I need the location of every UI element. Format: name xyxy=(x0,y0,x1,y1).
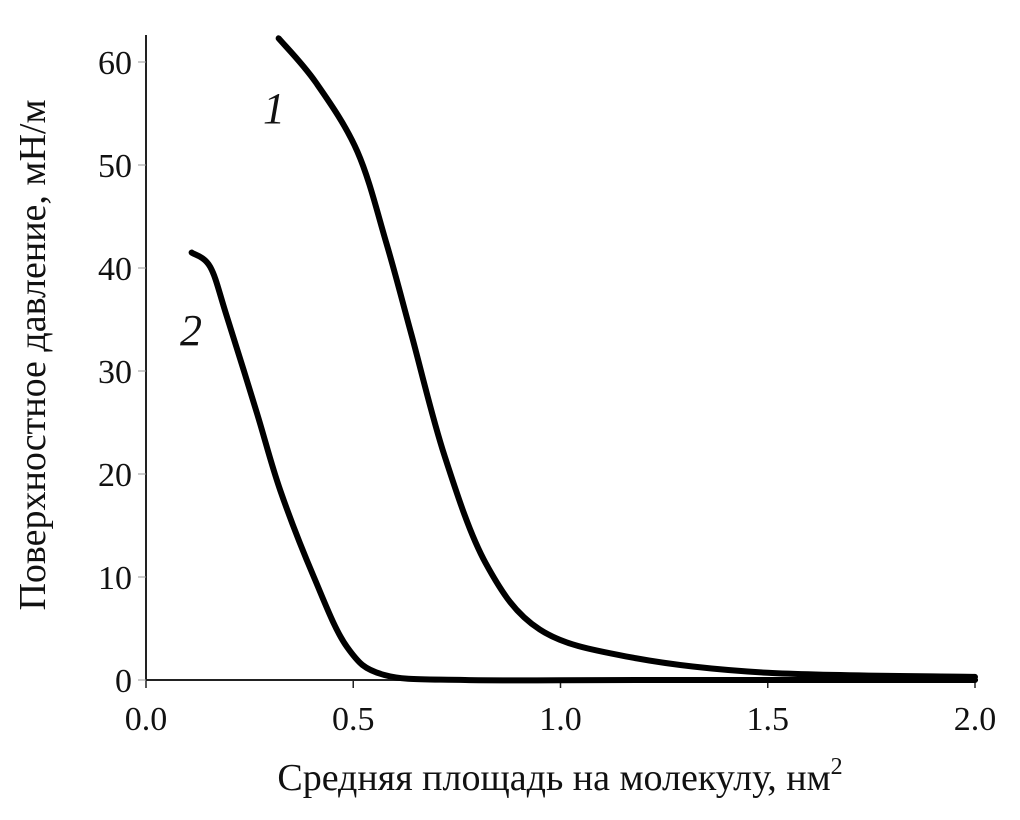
x-axis-title-sup: 2 xyxy=(831,754,843,780)
y-tick-label: 40 xyxy=(98,251,132,288)
x-ticks: 0.0 0.5 1.0 1.5 2.0 xyxy=(125,680,997,738)
y-axis-title: Поверхностное давление, мН/м xyxy=(12,99,54,610)
x-tick-label: 0.5 xyxy=(332,701,375,738)
x-tick-label: 1.0 xyxy=(539,701,582,738)
y-tick-label: 30 xyxy=(98,354,132,391)
series-lines xyxy=(188,35,978,684)
y-tick-label: 10 xyxy=(98,560,132,597)
x-axis-title: Средняя площадь на молекулу, нм2 xyxy=(277,754,842,799)
series-line-2 xyxy=(188,249,978,684)
x-axis-title-text: Средняя площадь на молекулу, нм xyxy=(277,757,830,799)
x-tick-label: 0.0 xyxy=(125,701,168,738)
x-tick-label: 1.5 xyxy=(747,701,790,738)
series-line-1 xyxy=(275,35,978,680)
y-tick-label: 60 xyxy=(98,45,132,82)
y-tick-label: 50 xyxy=(98,148,132,185)
y-tick-label: 0 xyxy=(115,663,132,700)
y-tick-label: 20 xyxy=(98,457,132,494)
series-label-2: 2 xyxy=(180,306,202,355)
series-label-1: 1 xyxy=(263,84,285,133)
y-ticks: 0 10 20 30 40 50 60 xyxy=(98,45,146,700)
x-tick-label: 2.0 xyxy=(954,701,997,738)
